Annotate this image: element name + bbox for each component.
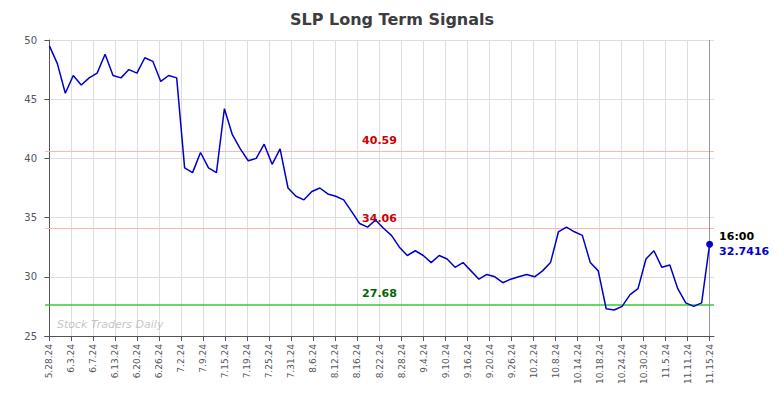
svg-text:34.06: 34.06 [362,212,397,225]
svg-text:6.13.24: 6.13.24 [110,344,120,379]
svg-text:10.8.24: 10.8.24 [551,344,561,379]
svg-text:10.2.24: 10.2.24 [529,344,539,379]
svg-text:8.16.24: 8.16.24 [352,344,362,379]
svg-text:10.14.24: 10.14.24 [573,344,583,384]
svg-text:6.26.24: 6.26.24 [154,344,164,379]
svg-text:7.31.24: 7.31.24 [286,344,296,379]
svg-text:32.7416: 32.7416 [719,245,769,258]
svg-text:30: 30 [24,271,37,282]
svg-text:11.5.24: 11.5.24 [661,344,671,379]
svg-text:10.30.24: 10.30.24 [639,344,649,384]
svg-text:45: 45 [24,94,37,105]
svg-text:7.19.24: 7.19.24 [242,344,252,379]
svg-text:11.11.24: 11.11.24 [683,344,693,384]
svg-text:8.6.24: 8.6.24 [308,344,318,373]
svg-text:6.3.24: 6.3.24 [66,344,76,373]
svg-text:7.9.24: 7.9.24 [198,344,208,373]
svg-text:9.26.24: 9.26.24 [507,344,517,379]
svg-text:11.15.24: 11.15.24 [705,344,715,384]
svg-text:6.7.24: 6.7.24 [88,344,98,373]
svg-text:6.20.24: 6.20.24 [132,344,142,379]
svg-text:16:00: 16:00 [719,230,754,243]
svg-text:SLP Long Term Signals: SLP Long Term Signals [290,10,494,29]
svg-text:9.4.24: 9.4.24 [419,344,429,373]
svg-text:40: 40 [24,153,37,164]
svg-text:7.25.24: 7.25.24 [264,344,274,379]
svg-text:50: 50 [24,35,37,46]
svg-text:35: 35 [24,212,37,223]
svg-text:Stock Traders Daily: Stock Traders Daily [57,318,164,331]
svg-text:7.2.24: 7.2.24 [176,344,186,373]
svg-text:9.16.24: 9.16.24 [463,344,473,379]
svg-text:5.28.24: 5.28.24 [44,344,54,379]
svg-text:8.22.24: 8.22.24 [375,344,385,379]
svg-text:10.18.24: 10.18.24 [595,344,605,384]
svg-text:27.68: 27.68 [362,287,397,300]
svg-text:8.28.24: 8.28.24 [397,344,407,379]
svg-text:7.15.24: 7.15.24 [220,344,230,379]
svg-text:25: 25 [24,331,37,342]
svg-text:8.12.24: 8.12.24 [330,344,340,379]
svg-text:9.10.24: 9.10.24 [441,344,451,379]
svg-text:10.24.24: 10.24.24 [617,344,627,384]
svg-text:40.59: 40.59 [362,134,397,147]
svg-text:9.20.24: 9.20.24 [485,344,495,379]
